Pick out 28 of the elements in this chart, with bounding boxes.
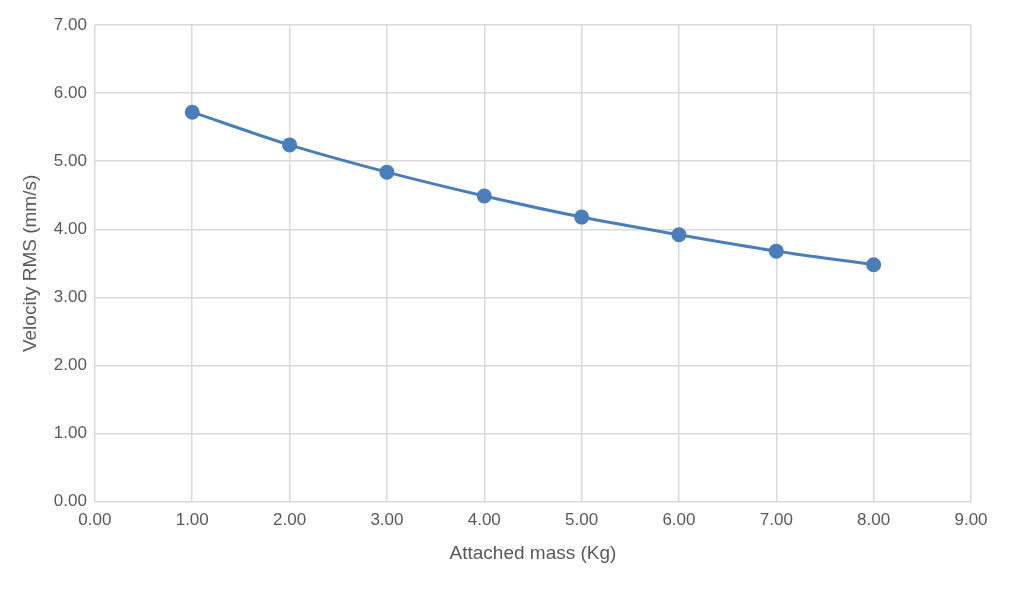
point bbox=[866, 257, 882, 273]
x-tick-label: 8.00 bbox=[857, 509, 891, 529]
x-tick-label: 3.00 bbox=[370, 509, 404, 529]
y-tick-label: 7.00 bbox=[53, 14, 87, 34]
point bbox=[671, 227, 687, 243]
point bbox=[379, 164, 395, 180]
point bbox=[184, 104, 200, 120]
point bbox=[476, 188, 492, 204]
y-tick-label: 0.00 bbox=[53, 491, 87, 511]
x-tick-label: 4.00 bbox=[467, 509, 501, 529]
point bbox=[282, 137, 298, 153]
point bbox=[574, 209, 590, 225]
x-tick-label: 6.00 bbox=[662, 509, 696, 529]
x-tick-label: 7.00 bbox=[759, 509, 793, 529]
x-tick-label: 0.00 bbox=[78, 509, 112, 529]
x-tick-label: 5.00 bbox=[565, 509, 599, 529]
y-tick-label: 3.00 bbox=[53, 287, 87, 307]
x-tick-label: 2.00 bbox=[273, 509, 307, 529]
y-tick-label: 5.00 bbox=[53, 150, 87, 170]
y-tick-label: 1.00 bbox=[53, 423, 87, 443]
y-tick-label: 2.00 bbox=[53, 355, 87, 375]
y-tick-label: 6.00 bbox=[53, 82, 87, 102]
x-tick-label: 9.00 bbox=[954, 509, 988, 529]
y-tick-label: 4.00 bbox=[53, 219, 87, 239]
point bbox=[768, 243, 784, 259]
x-tick-label: 1.00 bbox=[175, 509, 209, 529]
x-axis-title: Attached mass (Kg) bbox=[449, 541, 617, 563]
y-axis-title: Velocity RMS (mm/s) bbox=[18, 174, 40, 353]
